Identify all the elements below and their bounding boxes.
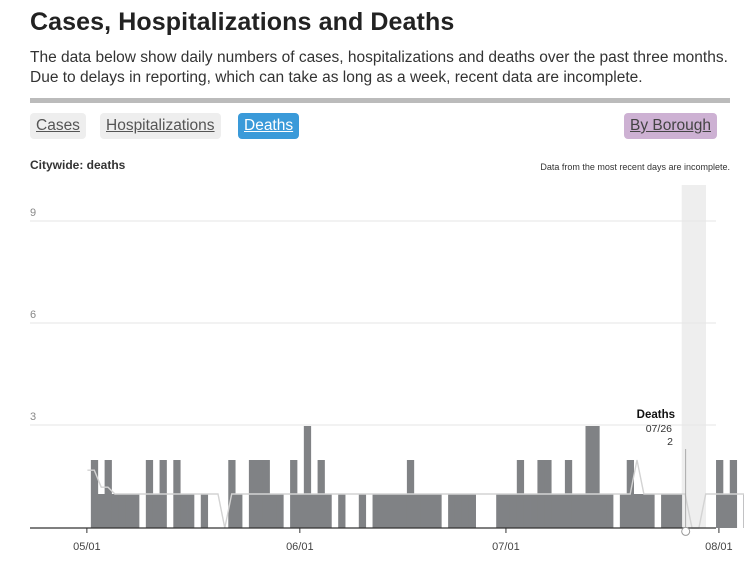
tooltip-value: 2 <box>667 436 673 448</box>
bar[interactable] <box>571 494 580 528</box>
bar[interactable] <box>200 494 209 528</box>
bar[interactable] <box>187 494 195 528</box>
bar[interactable] <box>372 494 380 528</box>
bar[interactable] <box>661 494 669 528</box>
page-title: Cases, Hospitalizations and Deaths <box>30 8 455 36</box>
bar[interactable] <box>606 494 614 528</box>
bar[interactable] <box>503 494 511 528</box>
bar[interactable] <box>434 494 442 528</box>
bar[interactable] <box>296 494 305 528</box>
grid-lines <box>30 220 716 426</box>
bar[interactable] <box>118 494 126 528</box>
bar[interactable] <box>592 426 600 528</box>
bar[interactable] <box>235 494 243 528</box>
bar[interactable] <box>276 494 284 528</box>
bar[interactable] <box>496 494 504 528</box>
page-description: The data below show daily numbers of cas… <box>30 49 728 86</box>
bars <box>90 426 744 528</box>
tab-deaths[interactable]: Deaths <box>238 113 300 139</box>
bar[interactable] <box>558 494 566 528</box>
tooltip-marker <box>681 526 691 536</box>
bar[interactable] <box>400 494 408 528</box>
bar[interactable] <box>647 494 655 528</box>
bar[interactable] <box>358 494 367 528</box>
bar[interactable] <box>633 494 641 528</box>
tooltip-title: Deaths <box>637 409 675 421</box>
bar[interactable] <box>599 494 607 528</box>
bar[interactable] <box>310 494 318 528</box>
header-divider <box>30 98 730 103</box>
x-tick-label: 05/01 <box>73 541 101 553</box>
tab-cases[interactable]: Cases <box>30 113 86 139</box>
bar[interactable] <box>413 494 422 528</box>
bar[interactable] <box>674 494 683 528</box>
tooltip-date: 07/26 <box>646 423 672 435</box>
bar[interactable] <box>427 494 435 528</box>
x-tick-label: 08/01 <box>705 541 733 553</box>
incomplete-data-note: Data from the most recent days are incom… <box>540 162 730 172</box>
y-tick-label-6: 6 <box>30 309 36 321</box>
bar[interactable] <box>90 460 99 528</box>
average-line <box>87 459 744 529</box>
bar[interactable] <box>111 494 119 528</box>
bar[interactable] <box>454 494 463 528</box>
bar[interactable] <box>523 494 531 528</box>
hover-tooltip: Deaths 07/26 2 <box>637 409 691 536</box>
bar[interactable] <box>509 494 518 528</box>
bar[interactable] <box>619 494 628 528</box>
bar[interactable] <box>152 494 160 528</box>
bar[interactable] <box>269 494 277 528</box>
bar[interactable] <box>104 460 112 528</box>
bar[interactable] <box>393 494 401 528</box>
x-tick-labels: 05/01 06/01 07/01 08/01 <box>73 528 733 553</box>
bar[interactable] <box>578 494 586 528</box>
bar[interactable] <box>338 494 346 528</box>
bar[interactable] <box>324 494 332 528</box>
x-tick-label: 06/01 <box>286 541 314 553</box>
bar[interactable] <box>461 494 470 528</box>
chart-subtitle: Citywide: deaths <box>30 158 126 172</box>
bar[interactable] <box>132 494 140 528</box>
x-tick-label: 07/01 <box>492 541 520 553</box>
tab-hospitalizations[interactable]: Hospitalizations <box>100 113 221 139</box>
bar[interactable] <box>667 494 676 528</box>
bar[interactable] <box>180 494 188 528</box>
y-tick-label-9: 9 <box>30 207 36 219</box>
bar[interactable] <box>640 494 648 528</box>
bar[interactable] <box>468 494 476 528</box>
bar[interactable] <box>386 494 394 528</box>
bar[interactable] <box>551 494 559 528</box>
bar[interactable] <box>379 494 387 528</box>
bar[interactable] <box>530 494 538 528</box>
y-tick-labels: 3 6 9 <box>30 207 36 423</box>
bar[interactable] <box>585 426 593 528</box>
bar[interactable] <box>125 494 133 528</box>
bar[interactable] <box>420 494 428 528</box>
bar[interactable] <box>448 494 456 528</box>
bar[interactable] <box>97 494 106 528</box>
by-borough-button[interactable]: By Borough <box>624 113 717 139</box>
y-tick-label-3: 3 <box>30 411 36 423</box>
bar[interactable] <box>722 494 731 528</box>
bar[interactable] <box>303 426 312 528</box>
